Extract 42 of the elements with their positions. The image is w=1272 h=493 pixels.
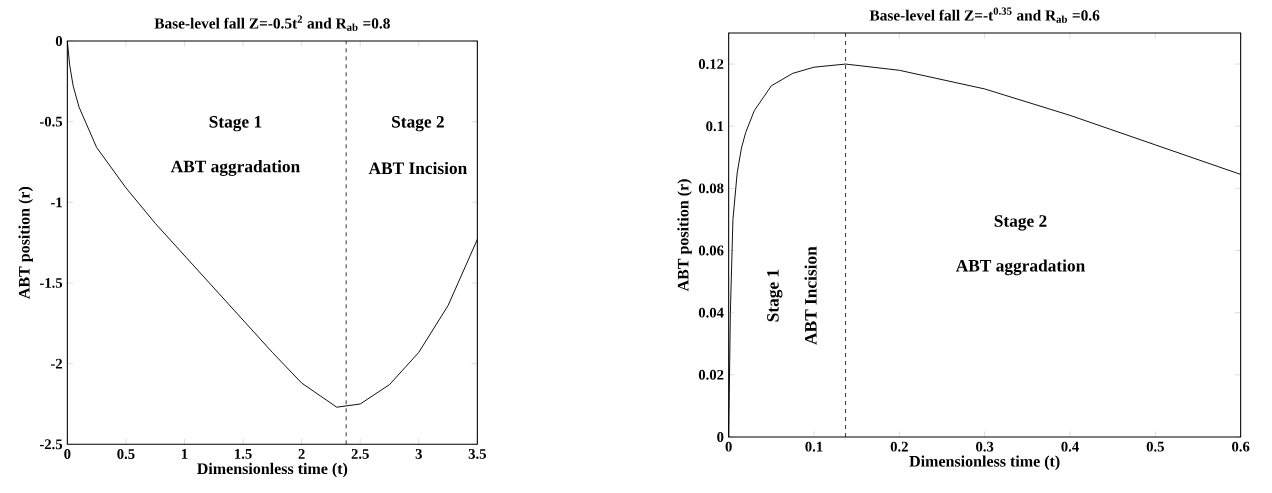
y-tick-label: 0 xyxy=(717,432,724,442)
y-tick-label: -2.5 xyxy=(39,439,63,450)
x-axis-title: Dimensionless time (t) xyxy=(197,462,348,478)
annotation: ABT aggradation xyxy=(170,160,300,176)
x-tick-label: 0.5 xyxy=(1146,441,1164,452)
x-tick-label: 0.3 xyxy=(976,441,994,452)
chart-title: Base-level fall Z=-0.5t$^{2}$ and R$_{ab}$ =0.8 xyxy=(154,15,390,31)
annotation: Stage 2 xyxy=(994,215,1047,231)
y-tick-label: 0.04 xyxy=(698,307,724,318)
y-tick-label: 0.1 xyxy=(706,121,724,132)
y-tick-label: 0.02 xyxy=(698,369,724,380)
annotation: Stage 2 xyxy=(392,116,444,132)
chart-title: Base-level fall Z=-t$^{0.35}$ and R$_{ab}$ =0.6 xyxy=(869,7,1100,23)
x-tick-label: 2.5 xyxy=(351,449,369,459)
annotation: Stage 1 xyxy=(209,116,262,132)
y-axis-title: ABT position (r) xyxy=(677,179,692,292)
x-tick-label: 0.5 xyxy=(117,449,135,459)
x-axis-title: Dimensionless time (t) xyxy=(909,455,1060,470)
y-tick-label: 0.06 xyxy=(698,245,724,256)
y-tick-label: 0.12 xyxy=(698,59,724,70)
x-tick-label: 0.1 xyxy=(805,441,823,452)
x-tick-label: 3.5 xyxy=(468,449,486,459)
y-tick-label: -0.5 xyxy=(39,116,63,127)
x-tick-label: 0.4 xyxy=(1061,441,1079,452)
y-tick-label: -1.5 xyxy=(39,278,63,288)
x-tick-label: 0 xyxy=(725,441,732,452)
x-tick-label: 3 xyxy=(415,449,422,459)
x-tick-label: 0 xyxy=(64,449,71,459)
y-tick-label: -1 xyxy=(50,197,62,208)
y-axis-title: ABT position (r) xyxy=(18,186,33,299)
x-tick-label: 0.2 xyxy=(890,441,908,452)
annotation: ABT aggradation xyxy=(955,259,1086,276)
x-tick-label: 0.6 xyxy=(1232,441,1250,452)
annotation: ABT Incision xyxy=(368,161,467,175)
x-tick-label: 1.5 xyxy=(235,449,252,459)
y-tick-label: 0 xyxy=(55,36,63,46)
annotation: ABT Incision xyxy=(804,246,817,345)
x-tick-label: 2 xyxy=(298,449,305,459)
annotation: Stage 1 xyxy=(767,269,783,322)
y-tick-label: 0.08 xyxy=(698,183,724,194)
x-tick-label: 1 xyxy=(181,449,188,459)
y-tick-label: -2 xyxy=(50,358,62,369)
